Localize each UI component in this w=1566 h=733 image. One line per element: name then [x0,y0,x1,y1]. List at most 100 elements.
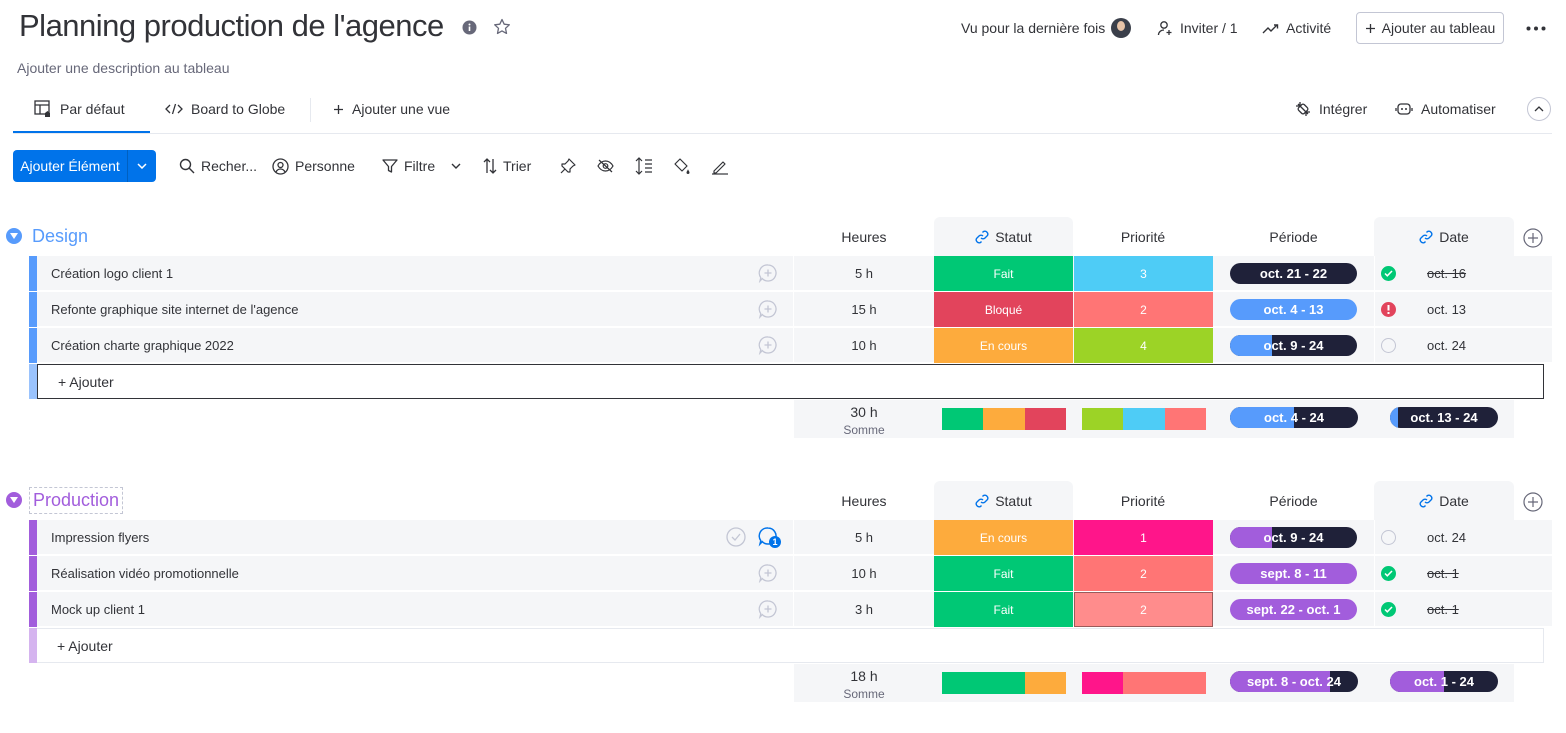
avatar[interactable] [1111,18,1132,38]
table-row[interactable]: Refonte graphique site internet de l'age… [29,292,1552,327]
person-filter-button[interactable]: Personne [272,155,355,177]
add-update-icon[interactable] [758,299,778,319]
table-row[interactable]: Réalisation vidéo promotionnelle 10 h Fa… [29,556,1552,591]
date-value[interactable]: oct. 1 [1427,566,1459,581]
add-item-row[interactable]: + Ajouter [29,364,1544,399]
column-header-status[interactable]: Statut [934,217,1073,257]
table-row[interactable]: Impression flyers 1 5 h En cours 1 oct. … [29,520,1552,555]
status-cell[interactable]: Fait [934,256,1073,291]
priority-cell[interactable]: 3 [1074,256,1213,291]
status-cell[interactable]: En cours [934,328,1073,363]
last-seen[interactable]: Vu pour la dernière fois [961,17,1132,39]
add-update-icon[interactable] [758,263,778,283]
hours-cell[interactable]: 3 h [854,602,874,617]
table-row[interactable]: Création charte graphique 2022 10 h En c… [29,328,1552,363]
priority-distribution-bar[interactable] [1082,672,1206,694]
column-header-date[interactable]: Date [1374,217,1514,257]
column-header-period[interactable]: Période [1213,481,1374,521]
check-icon[interactable] [1381,266,1396,281]
search-button[interactable]: Recher... [179,155,257,177]
status-cell[interactable]: En cours [934,520,1073,555]
item-name[interactable]: Mock up client 1 [51,602,145,617]
priority-cell[interactable]: 2 [1074,592,1213,627]
priority-cell[interactable]: 2 [1074,556,1213,591]
group-collapse-toggle[interactable] [6,492,22,508]
hide-icon[interactable] [597,159,614,173]
board-title[interactable]: Planning production de l'agence [19,8,444,43]
item-name[interactable]: Réalisation vidéo promotionnelle [51,566,239,581]
item-name[interactable]: Refonte graphique site internet de l'age… [51,302,299,317]
add-update-icon[interactable] [758,599,778,619]
sort-button[interactable]: Trier [483,155,531,177]
column-header-status[interactable]: Statut [934,481,1073,521]
table-row[interactable]: Création logo client 1 5 h Fait 3 oct. 2… [29,256,1552,291]
check-circle-icon[interactable] [726,527,746,547]
period-summary-timeline[interactable]: oct. 4 - 24 [1230,407,1358,428]
add-update-icon[interactable] [758,335,778,355]
period-timeline[interactable]: sept. 8 - 11 [1230,563,1357,584]
priority-distribution-bar[interactable] [1082,408,1206,430]
check-icon[interactable] [1381,566,1396,581]
chevron-down-icon[interactable] [451,163,461,169]
period-timeline[interactable]: oct. 9 - 24 [1230,335,1357,356]
item-name[interactable]: Impression flyers [51,530,150,545]
alert-icon[interactable] [1381,302,1396,317]
add-view-button[interactable]: Ajouter une vue [333,98,450,120]
status-distribution-bar[interactable] [942,408,1066,430]
hours-cell[interactable]: 10 h [851,566,877,581]
date-value[interactable]: oct. 16 [1427,266,1467,281]
empty-status-icon[interactable] [1381,338,1396,353]
date-value[interactable]: oct. 1 [1427,602,1459,617]
date-summary-timeline[interactable]: oct. 1 - 24 [1390,671,1498,692]
priority-cell[interactable]: 2 [1074,292,1213,327]
column-header-priority[interactable]: Priorité [1073,217,1213,257]
collapse-header-button[interactable] [1527,97,1551,121]
column-header-hours[interactable]: Heures [794,217,934,257]
add-column-icon[interactable] [1523,228,1543,248]
pin-icon[interactable] [560,158,576,174]
hours-cell[interactable]: 15 h [851,302,877,317]
add-item-input[interactable]: + Ajouter [37,628,1544,663]
priority-cell[interactable]: 4 [1074,328,1213,363]
check-icon[interactable] [1381,602,1396,617]
column-header-period[interactable]: Période [1213,217,1374,257]
more-options-icon[interactable] [1526,26,1546,31]
status-cell[interactable]: Fait [934,592,1073,627]
update-bubble-icon[interactable] [758,526,784,550]
period-timeline[interactable]: oct. 9 - 24 [1230,527,1357,548]
empty-status-icon[interactable] [1381,530,1396,545]
tab-board-to-globe[interactable]: Board to Globe [165,98,285,120]
add-item-main[interactable]: Ajouter Élément [13,150,128,182]
status-distribution-bar[interactable] [942,672,1066,694]
hours-cell[interactable]: 5 h [854,530,874,545]
invite-button[interactable]: Inviter / 1 [1157,17,1238,39]
filter-button[interactable]: Filtre [382,155,461,177]
add-column-icon[interactable] [1523,492,1543,512]
group-title-design[interactable]: Design [32,226,89,246]
date-summary-timeline[interactable]: oct. 13 - 24 [1390,407,1498,428]
activity-button[interactable]: Activité [1262,17,1331,39]
item-name[interactable]: Création logo client 1 [51,266,174,281]
item-name[interactable]: Création charte graphique 2022 [51,338,234,353]
period-summary-timeline[interactable]: sept. 8 - oct. 24 [1230,671,1358,692]
board-description[interactable]: Ajouter une description au tableau [17,60,230,76]
date-value[interactable]: oct. 24 [1427,338,1467,353]
table-row[interactable]: Mock up client 1 3 h Fait 2 sept. 22 - o… [29,592,1552,627]
add-item-dropdown[interactable] [128,150,156,182]
formatting-icon[interactable] [711,157,729,175]
date-value[interactable]: oct. 13 [1427,302,1467,317]
period-timeline[interactable]: sept. 22 - oct. 1 [1230,599,1357,620]
column-header-hours[interactable]: Heures [794,481,934,521]
hours-cell[interactable]: 10 h [851,338,877,353]
info-icon[interactable] [462,20,477,35]
hours-cell[interactable]: 5 h [854,266,874,281]
status-cell[interactable]: Bloqué [934,292,1073,327]
automate-button[interactable]: Automatiser [1395,98,1496,120]
group-collapse-toggle[interactable] [6,228,22,244]
status-cell[interactable]: Fait [934,556,1073,591]
star-icon[interactable] [493,18,511,36]
add-item-input[interactable]: + Ajouter [37,364,1544,399]
period-timeline[interactable]: oct. 21 - 22 [1230,263,1357,284]
paint-bucket-icon[interactable] [673,157,691,175]
add-to-board-button[interactable]: Ajouter au tableau [1356,12,1504,44]
